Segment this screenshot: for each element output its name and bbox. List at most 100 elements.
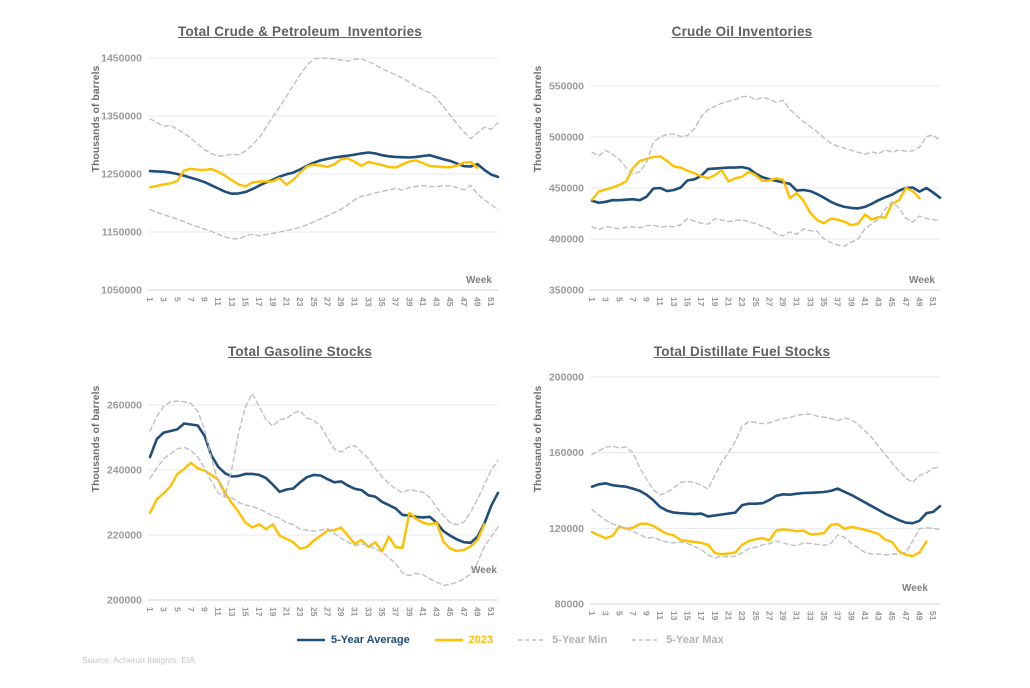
x-tick-label: 33 — [805, 297, 815, 307]
x-tick-label: 3 — [159, 297, 169, 302]
x-tick-label: 37 — [833, 297, 843, 307]
x-tick-label: 49 — [473, 607, 483, 617]
y-tick-label: 220000 — [107, 530, 142, 542]
x-tick-label: 27 — [764, 611, 774, 621]
legend-label: 2023 — [468, 634, 494, 646]
series-line-5-year-min — [149, 446, 499, 587]
legend-line-2023 — [434, 638, 463, 642]
x-tick-label: 21 — [723, 297, 733, 307]
legend-line-5-year-max — [632, 639, 661, 641]
x-tick-label: 41 — [860, 297, 870, 307]
chart-title: Crude Oil Inventories — [671, 24, 813, 39]
x-tick-label: 45 — [887, 611, 897, 621]
y-tick-label: 1050000 — [101, 285, 142, 297]
series-line-5-year-average — [590, 482, 942, 525]
x-tick-label: 29 — [778, 297, 788, 307]
x-tick-label: 25 — [751, 297, 761, 307]
x-tick-label: 45 — [887, 297, 897, 307]
x-tick-label: 15 — [683, 611, 693, 621]
x-tick-label: 17 — [254, 297, 264, 307]
x-tick-label: 29 — [336, 607, 346, 617]
y-tick-label: 400000 — [549, 234, 584, 246]
y-tick-label: 1350000 — [101, 111, 142, 123]
legend-line-5-year-average — [297, 638, 325, 642]
y-tick-label: 240000 — [107, 465, 142, 477]
x-tick-label: 15 — [241, 297, 251, 307]
x-tick-label: 45 — [445, 297, 455, 307]
x-tick-label: 21 — [281, 607, 291, 617]
series-line-5-year-average — [148, 422, 500, 545]
y-tick-label: 260000 — [107, 400, 142, 412]
x-tick-label: 41 — [418, 607, 428, 617]
x-tick-label: 35 — [819, 297, 829, 307]
x-tick-label: 17 — [254, 607, 264, 617]
x-tick-label: 51 — [928, 611, 938, 621]
x-axis-title: Week — [471, 565, 497, 576]
x-axis-title: Week — [902, 583, 928, 594]
x-tick-label: 3 — [601, 297, 611, 302]
x-tick-label: 7 — [628, 297, 638, 302]
series-line-2023 — [148, 157, 479, 189]
legend-line-5-year-min — [518, 639, 547, 641]
x-tick-label: 11 — [655, 611, 665, 620]
x-tick-label: 7 — [186, 607, 196, 612]
x-tick-label: 7 — [186, 297, 196, 302]
y-tick-label: 80000 — [555, 599, 584, 611]
x-tick-label: 45 — [445, 607, 455, 617]
x-tick-label: 39 — [404, 607, 414, 617]
y-tick-label: 160000 — [549, 447, 584, 459]
x-tick-label: 19 — [710, 297, 720, 307]
y-tick-label: 200000 — [107, 595, 142, 607]
x-tick-label: 21 — [281, 297, 291, 307]
x-tick-label: 49 — [915, 611, 925, 621]
chart-crude-oil: Crude Oil Inventories Thousands of barre… — [522, 12, 952, 332]
x-tick-label: 35 — [377, 297, 387, 307]
x-tick-label: 39 — [404, 297, 414, 307]
y-tick-label: 1450000 — [101, 53, 142, 65]
y-tick-label: 200000 — [549, 372, 584, 384]
chart-distillate: Total Distillate Fuel Stocks Thousands o… — [522, 332, 952, 652]
x-tick-label: 49 — [915, 297, 925, 307]
x-tick-label: 7 — [628, 611, 638, 616]
x-tick-label: 31 — [792, 297, 802, 307]
source-caption: Source: Acheron Insights, EIA — [82, 655, 195, 665]
legend-label: 5-Year Max — [666, 634, 724, 646]
series-line-2023 — [590, 155, 921, 227]
x-tick-label: 33 — [363, 607, 373, 617]
y-tick-label: 120000 — [549, 523, 584, 535]
x-tick-label: 21 — [723, 611, 733, 621]
legend-label: 5-Year Average — [331, 634, 410, 646]
x-tick-label: 3 — [601, 611, 611, 616]
x-tick-label: 13 — [669, 297, 679, 307]
series-line-5-year-average — [148, 151, 500, 195]
x-tick-label: 9 — [642, 297, 652, 302]
x-tick-label: 5 — [614, 297, 624, 302]
x-tick-label: 15 — [683, 297, 693, 307]
x-tick-label: 35 — [377, 607, 387, 617]
y-tick-label: 350000 — [549, 285, 584, 297]
x-tick-label: 47 — [901, 611, 911, 621]
series-line-5-year-max — [591, 413, 941, 496]
x-tick-label: 1 — [145, 607, 155, 612]
x-tick-label: 43 — [432, 607, 442, 617]
chart-title: Total Distillate Fuel Stocks — [653, 344, 831, 359]
series-line-5-year-max — [591, 95, 941, 175]
x-tick-label: 47 — [901, 297, 911, 307]
chart-title: Total Gasoline Stocks — [227, 344, 373, 359]
x-tick-label: 5 — [172, 297, 182, 302]
legend-item-5-year-max: 5-Year Max — [631, 634, 724, 646]
x-tick-label: 15 — [241, 607, 251, 617]
x-tick-label: 19 — [268, 297, 278, 307]
x-tick-label: 11 — [213, 297, 223, 306]
x-tick-label: 23 — [295, 297, 305, 307]
x-tick-label: 35 — [819, 611, 829, 621]
x-tick-label: 39 — [846, 297, 856, 307]
x-tick-label: 23 — [737, 297, 747, 307]
x-tick-label: 9 — [200, 607, 210, 612]
x-tick-label: 1 — [145, 297, 155, 302]
x-tick-label: 17 — [696, 611, 706, 621]
